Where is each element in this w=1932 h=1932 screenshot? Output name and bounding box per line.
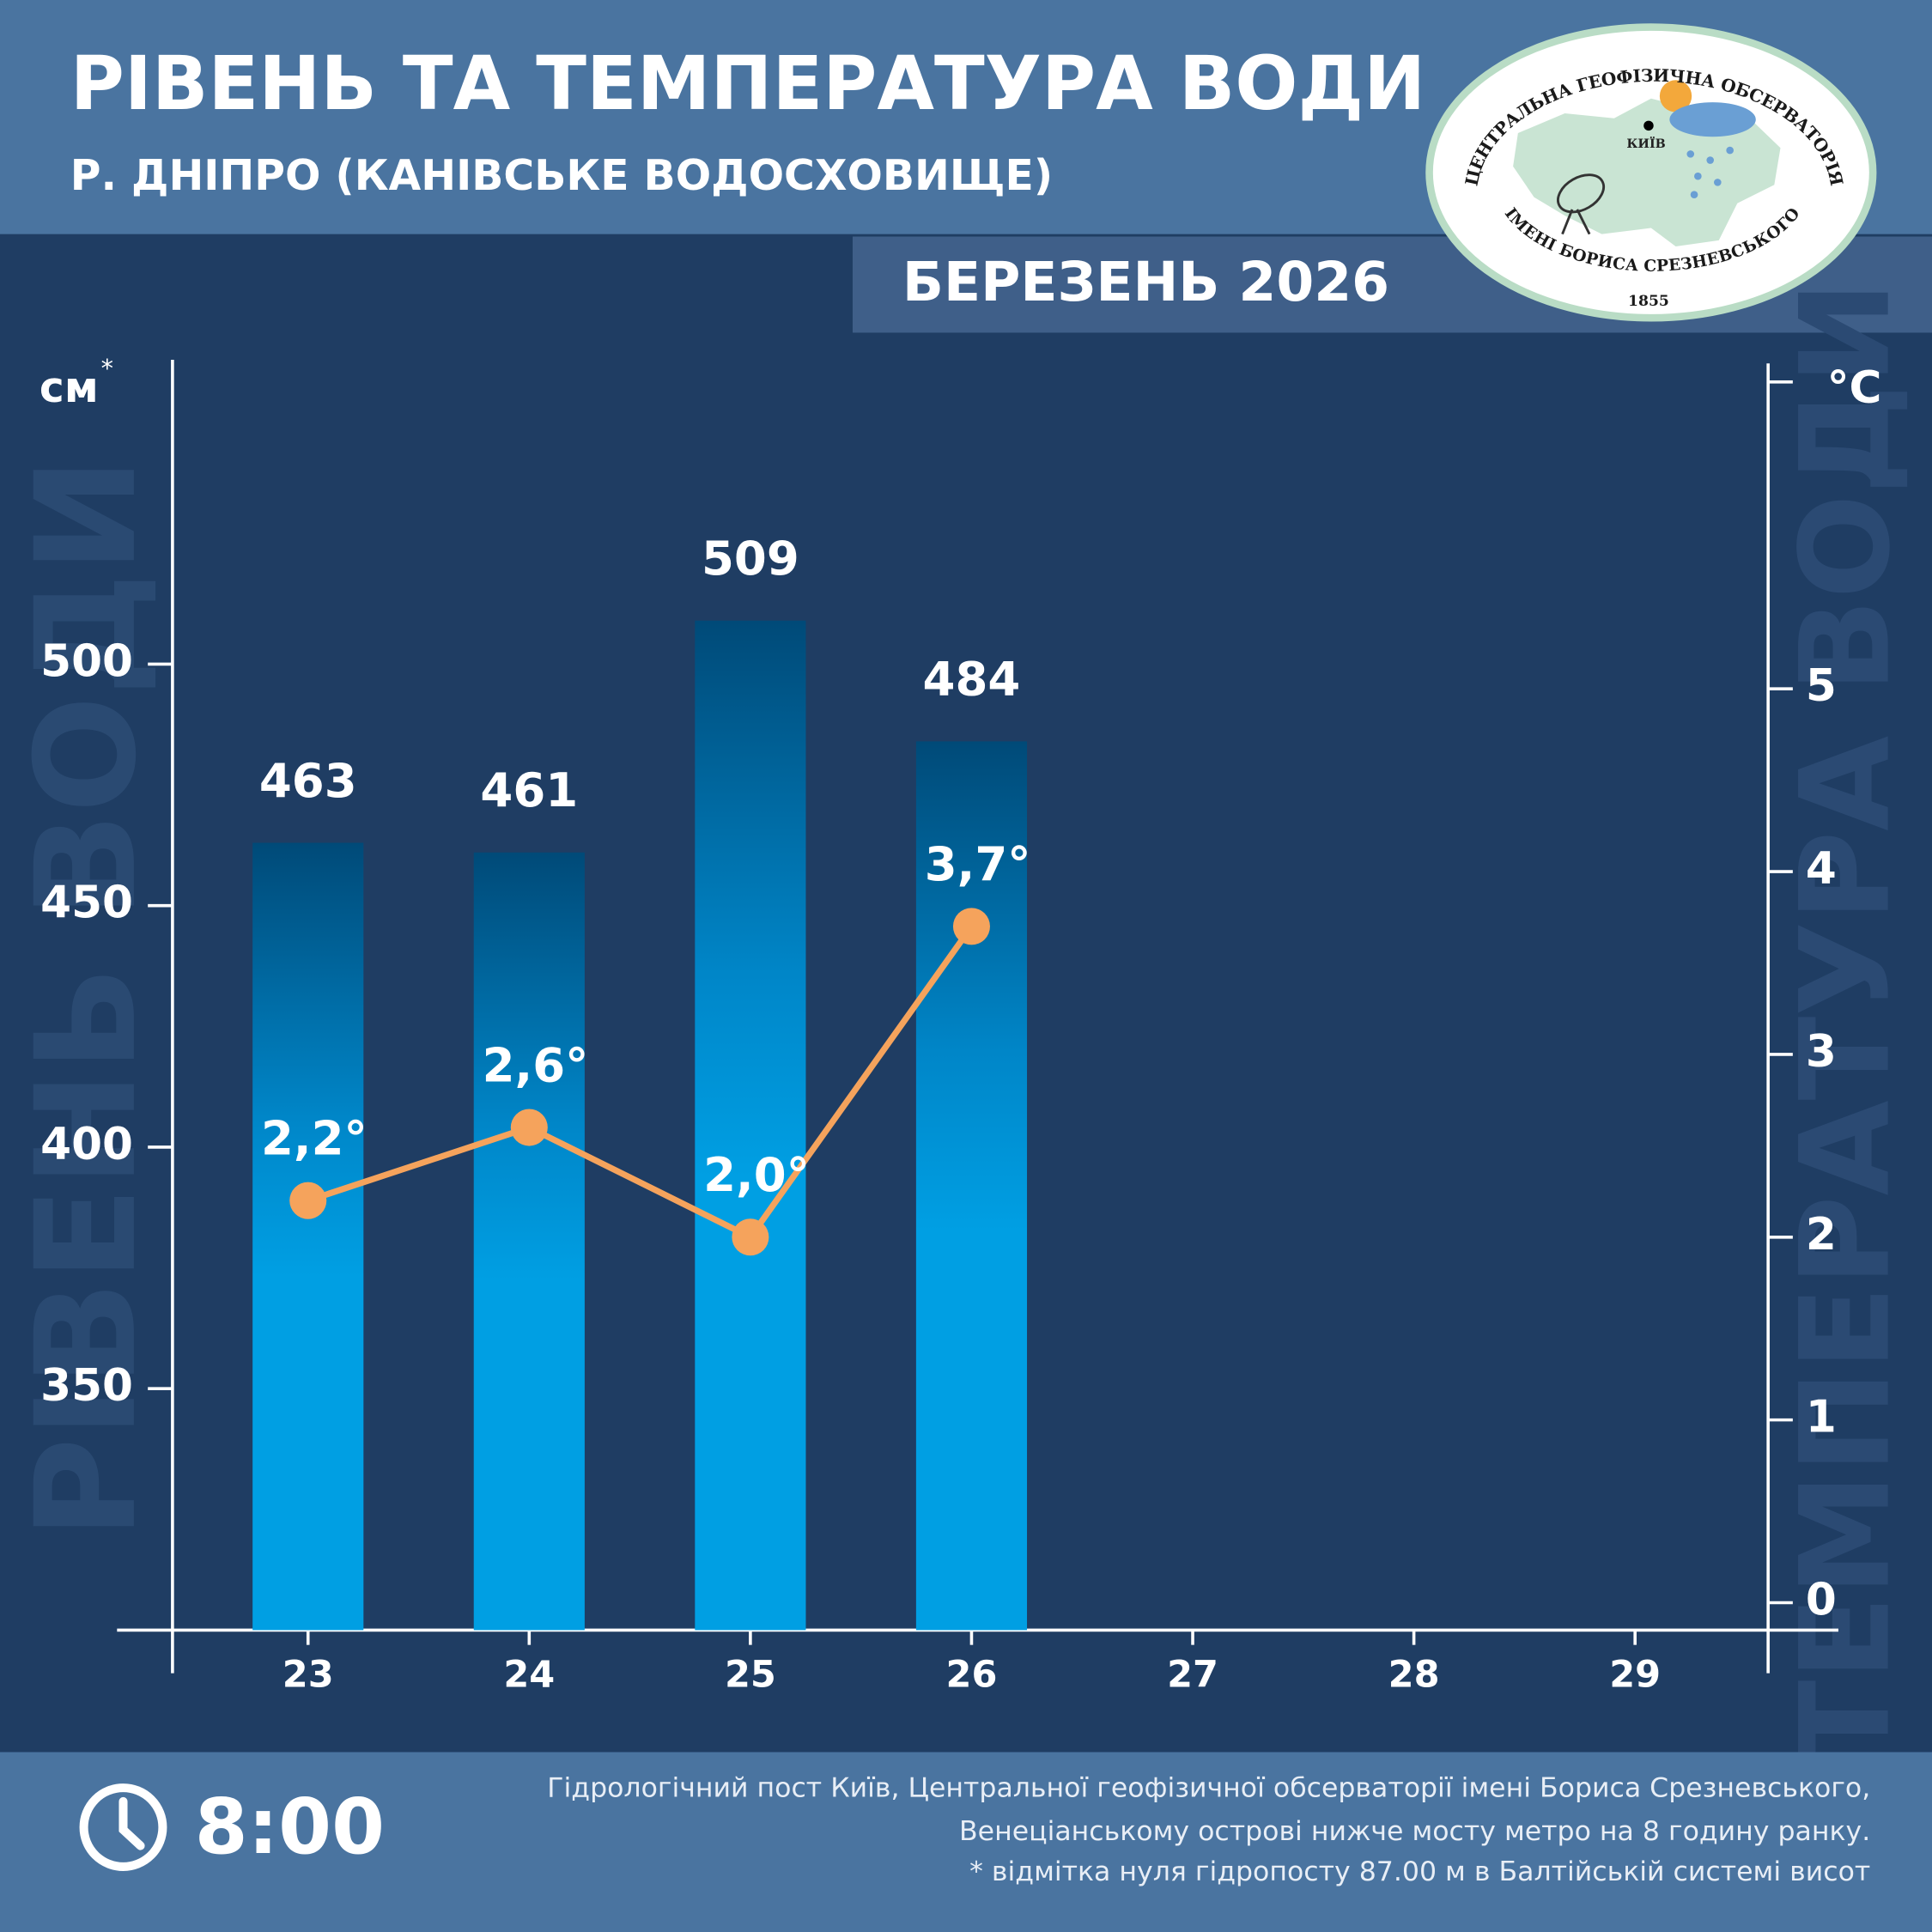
logo-cloud bbox=[1669, 102, 1756, 137]
logo-rain bbox=[1686, 146, 1734, 199]
x-tick-label: 28 bbox=[1388, 1653, 1440, 1696]
bar-value-label: 509 bbox=[702, 531, 799, 586]
y2-tick-label: 5 bbox=[1806, 660, 1837, 712]
bar bbox=[915, 741, 1028, 1631]
title: РІВЕНЬ ТА ТЕМПЕРАТУРА ВОДИ bbox=[70, 41, 1425, 127]
x-tick-label: 25 bbox=[725, 1653, 776, 1696]
x-tick-label: 24 bbox=[503, 1653, 555, 1696]
x-tick-label: 27 bbox=[1167, 1653, 1218, 1696]
y2-tick-label: 0 bbox=[1806, 1575, 1837, 1626]
bar-value-label: 461 bbox=[480, 762, 578, 817]
temperature-point bbox=[732, 1218, 769, 1256]
y2-watermark: ТЕМПЕРАТУРА ВОДИ bbox=[1774, 282, 1917, 1765]
y-tick-label: 350 bbox=[40, 1360, 133, 1412]
temperature-point bbox=[510, 1109, 548, 1146]
y2-tick-label: 3 bbox=[1806, 1026, 1837, 1078]
y-tick-label: 400 bbox=[40, 1119, 133, 1170]
y-watermark: РІВЕНЬ ВОДИ bbox=[6, 458, 167, 1540]
bar bbox=[252, 842, 364, 1631]
subtitle: Р. ДНІПРО (КАНІВСЬКЕ ВОДОСХОВИЩЕ) bbox=[70, 151, 1053, 200]
bar bbox=[695, 620, 806, 1631]
footer-line: Гідрологічний пост Київ, Центральної гео… bbox=[547, 1773, 1870, 1804]
logo-city: КИЇВ bbox=[1626, 135, 1665, 151]
x-tick-label: 26 bbox=[946, 1653, 998, 1696]
x-tick-label: 29 bbox=[1609, 1653, 1661, 1696]
logo-sun bbox=[1659, 80, 1692, 112]
logo: КИЇВ ЦЕНТРАЛЬНА ГЕОФІЗИЧНА ОБСЕРВАТОРІЯ … bbox=[1425, 23, 1877, 322]
temperature-line bbox=[307, 924, 975, 1241]
y2-unit: °С bbox=[1827, 362, 1882, 414]
clock-icon bbox=[79, 1783, 167, 1871]
y-tick-label: 450 bbox=[40, 878, 133, 929]
bar-value-label: 484 bbox=[923, 652, 1021, 707]
bar-value-label: 463 bbox=[259, 753, 357, 808]
temperature-label: 3,7° bbox=[925, 836, 1031, 891]
y-unit-note: * bbox=[101, 353, 113, 382]
temperature-label: 2,2° bbox=[261, 1110, 368, 1165]
x-tick-label: 23 bbox=[283, 1653, 334, 1696]
y2-tick-label: 2 bbox=[1806, 1209, 1837, 1261]
footer-band bbox=[0, 1752, 1932, 1932]
y2-tick-label: 1 bbox=[1806, 1392, 1837, 1443]
temperature-label: 2,0° bbox=[703, 1147, 810, 1202]
temperature-point bbox=[952, 908, 990, 945]
period: БЕРЕЗЕНЬ 2026 bbox=[902, 250, 1389, 313]
temperature-point bbox=[289, 1182, 327, 1219]
bar bbox=[473, 852, 585, 1631]
footer-line: * відмітка нуля гідропосту 87.00 м в Бал… bbox=[969, 1856, 1870, 1887]
temperature-label: 2,6° bbox=[483, 1037, 589, 1092]
y-tick-label: 500 bbox=[40, 635, 133, 687]
time: 8:00 bbox=[195, 1782, 385, 1871]
y2-tick-label: 4 bbox=[1806, 843, 1837, 895]
logo-year: 1855 bbox=[1628, 293, 1669, 310]
logo-dish bbox=[1557, 173, 1606, 235]
footer-line: Венеціанському острові нижче мосту метро… bbox=[959, 1816, 1870, 1847]
logo-city-dot bbox=[1643, 120, 1654, 131]
y-unit: см bbox=[39, 363, 99, 412]
